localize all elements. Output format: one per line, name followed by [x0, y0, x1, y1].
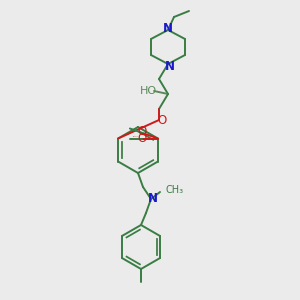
Text: N: N [165, 59, 175, 73]
Text: methoxy: methoxy [133, 136, 139, 137]
Text: N: N [148, 191, 158, 205]
Text: O: O [137, 125, 146, 138]
Text: CH₃: CH₃ [165, 185, 183, 195]
Text: HO: HO [140, 86, 157, 96]
Text: O: O [137, 132, 146, 145]
Text: N: N [163, 22, 173, 34]
Text: O: O [158, 115, 166, 128]
